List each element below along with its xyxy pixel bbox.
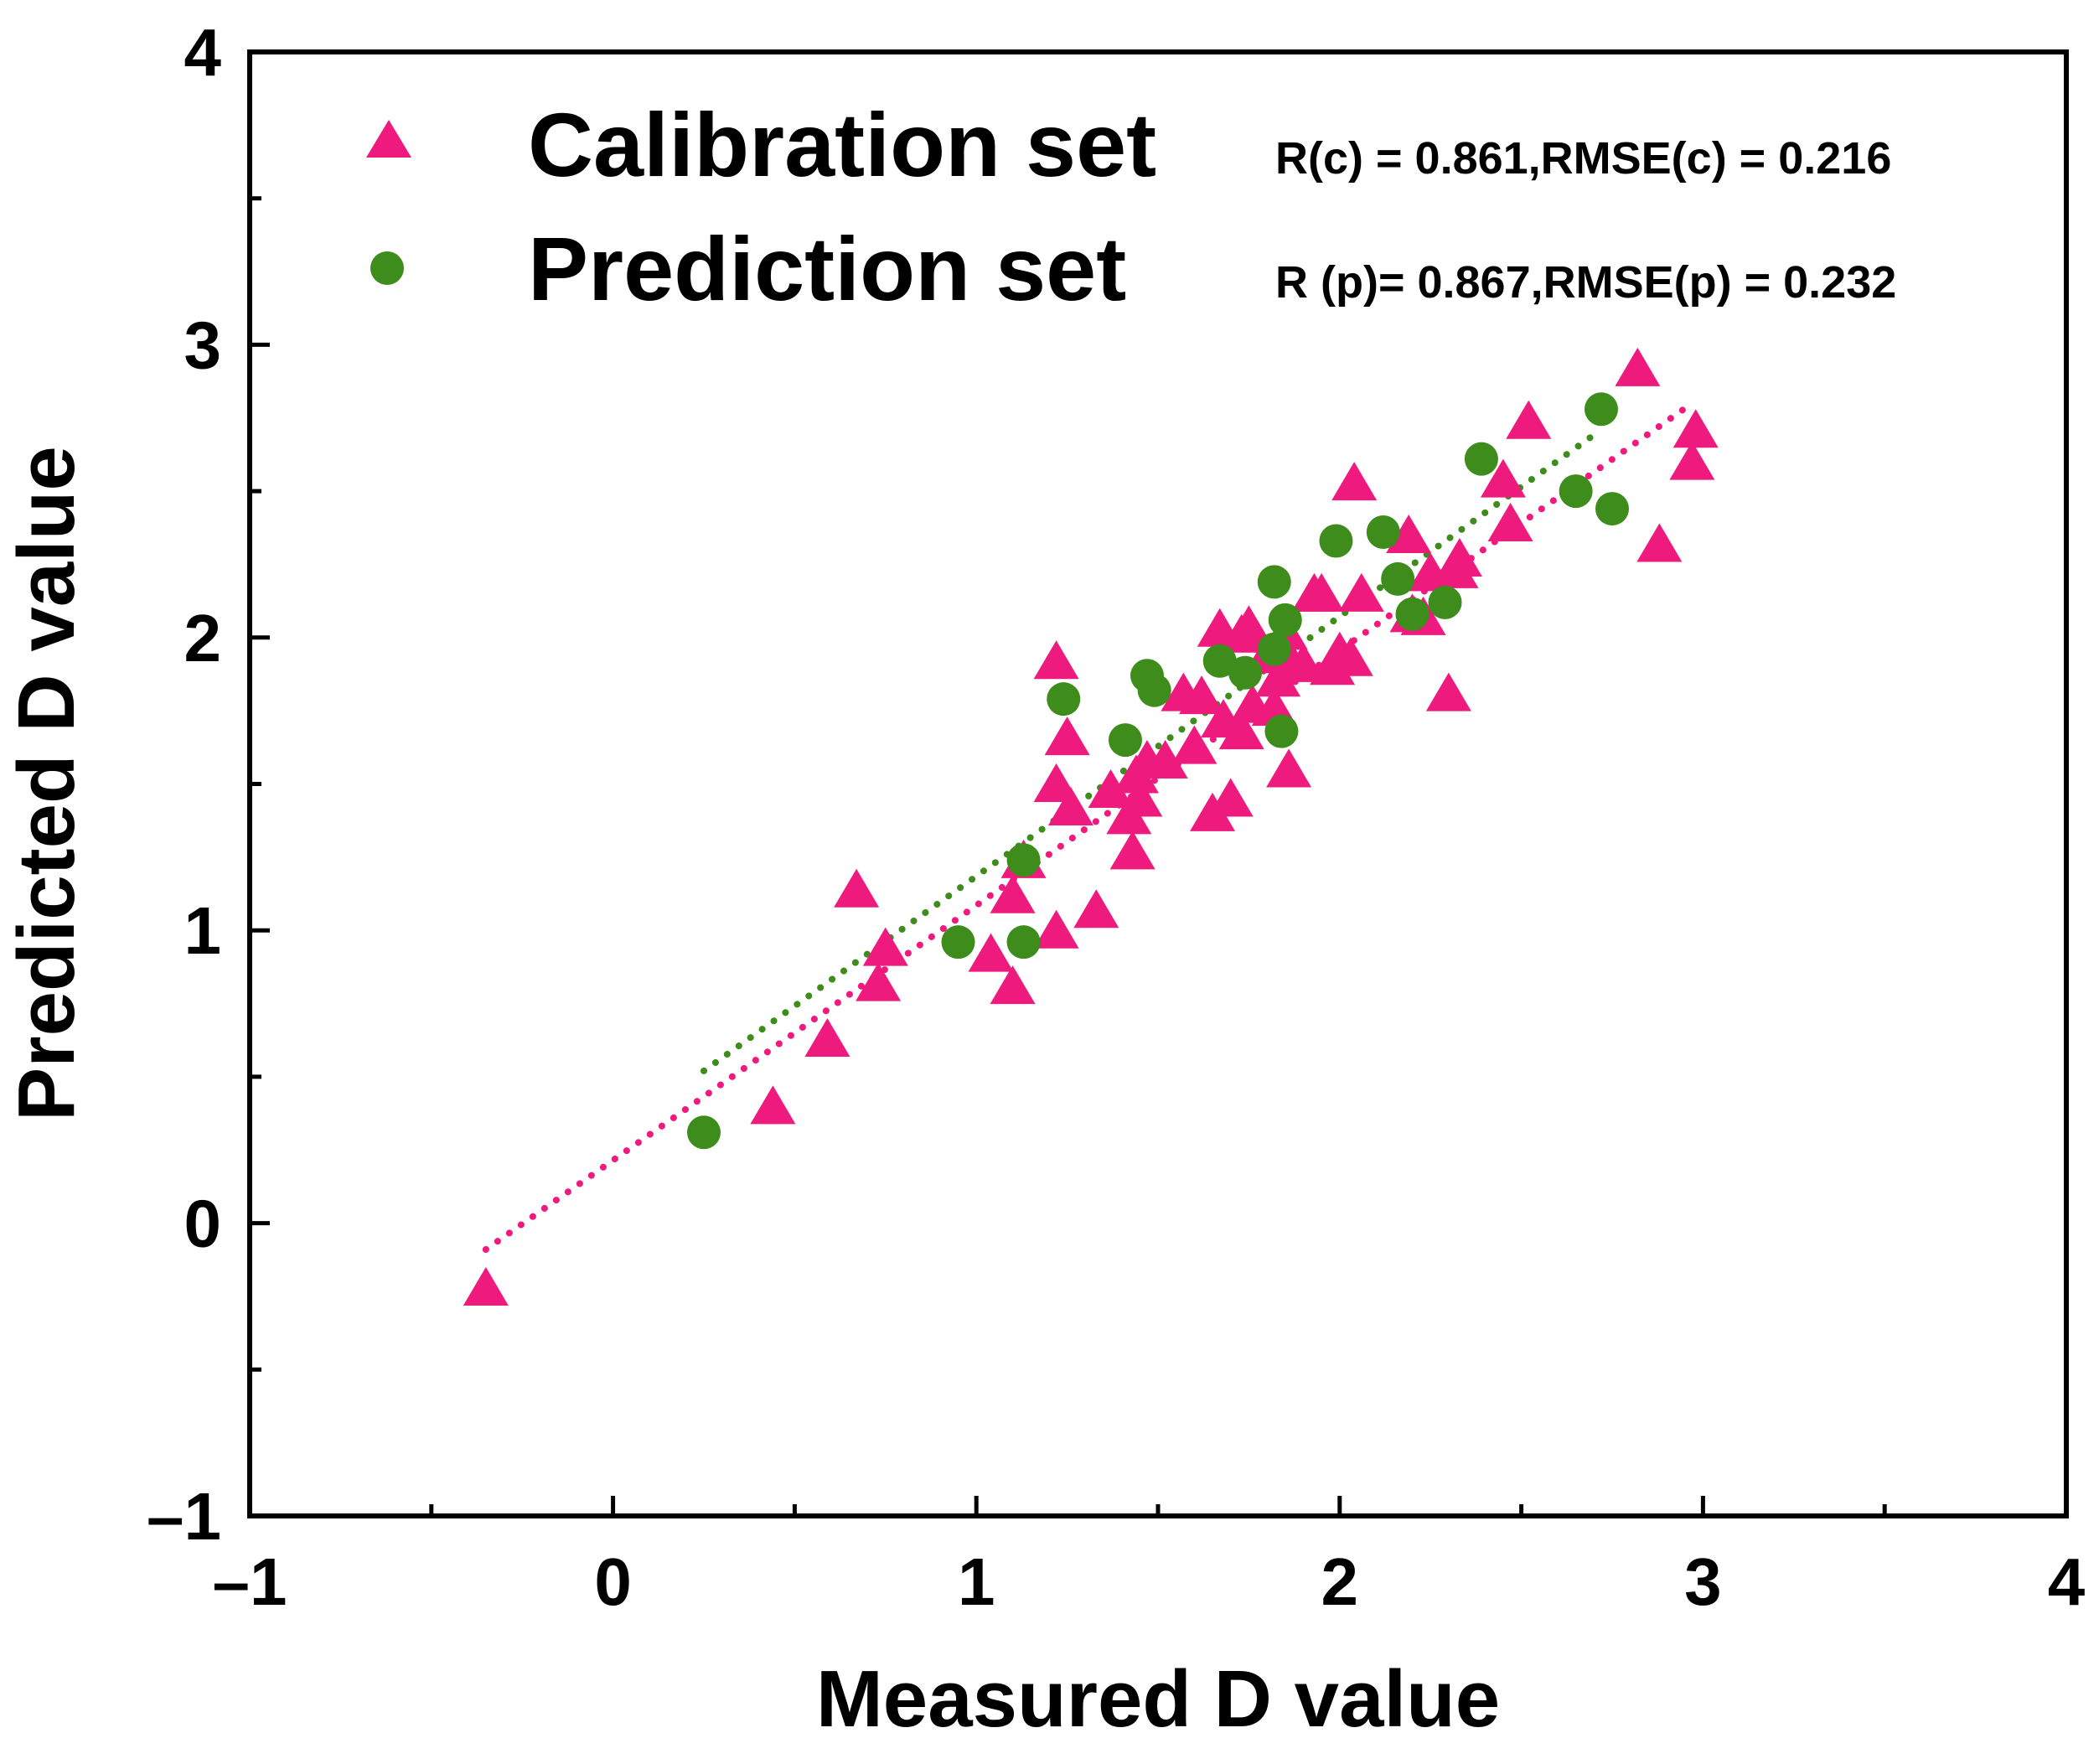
prediction-point: [1108, 723, 1142, 758]
calibration-point: [1266, 748, 1312, 788]
calibration-point: [990, 965, 1036, 1005]
calibration-point: [1033, 763, 1079, 802]
fit-lines: [482, 400, 1696, 1254]
prediction-point: [1264, 714, 1299, 748]
prediction-point: [1268, 603, 1302, 637]
calibration-fit-line: [482, 400, 1696, 1254]
x-tick-label: 3: [1684, 1544, 1722, 1619]
prediction-point: [1137, 673, 1171, 707]
x-axis-title: Measured D value: [816, 1654, 1500, 1744]
legend-prediction-stats: R (p)= 0.867,RMSE(p) = 0.232: [1275, 257, 1896, 308]
prediction-point: [941, 925, 975, 960]
calibration-point: [968, 933, 1014, 972]
prediction-point: [1595, 492, 1629, 526]
prediction-fit-line: [701, 426, 1605, 1074]
prediction-point: [1006, 925, 1041, 960]
y-tick-label: –1: [147, 1479, 221, 1554]
legend-calibration-stats: R(c) = 0.861,RMSE(c) = 0.216: [1275, 133, 1891, 184]
calibration-point: [750, 1085, 796, 1125]
calibration-point: [1615, 347, 1661, 386]
calibration-point: [1331, 462, 1378, 501]
prediction-point: [1381, 561, 1415, 596]
calibration-point: [1179, 675, 1225, 715]
calibration-point: [1669, 441, 1715, 480]
prediction-point: [1228, 655, 1263, 690]
prediction-point: [1257, 632, 1291, 666]
legend-prediction-label: Prediction set: [528, 218, 1126, 319]
calibration-point: [1033, 640, 1079, 680]
calibration-point: [1327, 637, 1373, 676]
calibration-point: [1338, 572, 1384, 612]
calibration-point: [1506, 400, 1552, 439]
x-tick-label: 4: [2048, 1544, 2086, 1619]
y-tick-label: 3: [184, 308, 222, 382]
calibration-point: [1425, 672, 1471, 711]
data-points: [463, 347, 1719, 1306]
prediction-point: [1428, 585, 1462, 619]
prediction-point: [1395, 597, 1429, 631]
calibration-point: [834, 868, 880, 908]
x-tick-label: –1: [213, 1544, 287, 1619]
prediction-point: [1464, 442, 1498, 476]
calibration-point: [1226, 605, 1272, 644]
x-tick-label: 1: [958, 1544, 995, 1619]
prediction-point: [1047, 682, 1081, 716]
calibration-point: [1636, 523, 1683, 562]
calibration-point: [1044, 716, 1090, 756]
y-tick-label: 4: [184, 15, 222, 90]
calibration-point: [804, 1017, 850, 1057]
calibration-point: [1436, 537, 1482, 577]
x-axis-ticks: –1 0 1 2 3 4: [213, 1496, 2086, 1619]
y-tick-label: 2: [184, 601, 222, 675]
calibration-point: [856, 962, 902, 1001]
calibration-point: [1088, 768, 1134, 808]
calibration-point: [990, 874, 1036, 913]
calibration-point: [1047, 786, 1093, 825]
legend-calibration-label: Calibration set: [528, 94, 1156, 195]
prediction-point: [1366, 515, 1400, 550]
legend-calibration-marker: [366, 120, 411, 158]
prediction-point: [1202, 644, 1237, 678]
calibration-point: [1280, 643, 1326, 682]
prediction-point: [1559, 474, 1593, 509]
y-tick-label: 0: [184, 1187, 222, 1261]
prediction-point: [1319, 524, 1353, 558]
calibration-point: [862, 927, 908, 966]
legend-prediction-marker: [370, 251, 404, 285]
calibration-point: [1386, 515, 1432, 554]
calibration-point: [1299, 572, 1345, 612]
legend: Calibration set R(c) = 0.861,RMSE(c) = 0…: [366, 94, 1896, 319]
x-tick-label: 0: [594, 1544, 632, 1619]
calibration-point: [1073, 889, 1119, 929]
calibration-point: [1218, 711, 1264, 750]
calibration-point: [1480, 458, 1526, 498]
y-axis-ticks: –1 0 1 2 3 4: [147, 15, 270, 1554]
prediction-point: [1006, 843, 1041, 877]
calibration-point: [1109, 830, 1155, 870]
calibration-point: [1171, 725, 1218, 764]
prediction-point: [1584, 392, 1618, 427]
prediction-point: [1257, 565, 1291, 599]
calibration-point: [1672, 409, 1719, 448]
y-axis-title: Predicted D value: [2, 446, 91, 1121]
y-tick-label: 1: [184, 893, 222, 968]
calibration-point: [1487, 503, 1533, 542]
prediction-point: [687, 1115, 721, 1150]
calibration-point: [1033, 909, 1079, 949]
calibration-point: [1117, 778, 1163, 817]
calibration-point: [463, 1266, 509, 1306]
calibration-point: [1142, 740, 1188, 779]
calibration-point: [1207, 778, 1254, 817]
x-tick-label: 2: [1321, 1544, 1359, 1619]
